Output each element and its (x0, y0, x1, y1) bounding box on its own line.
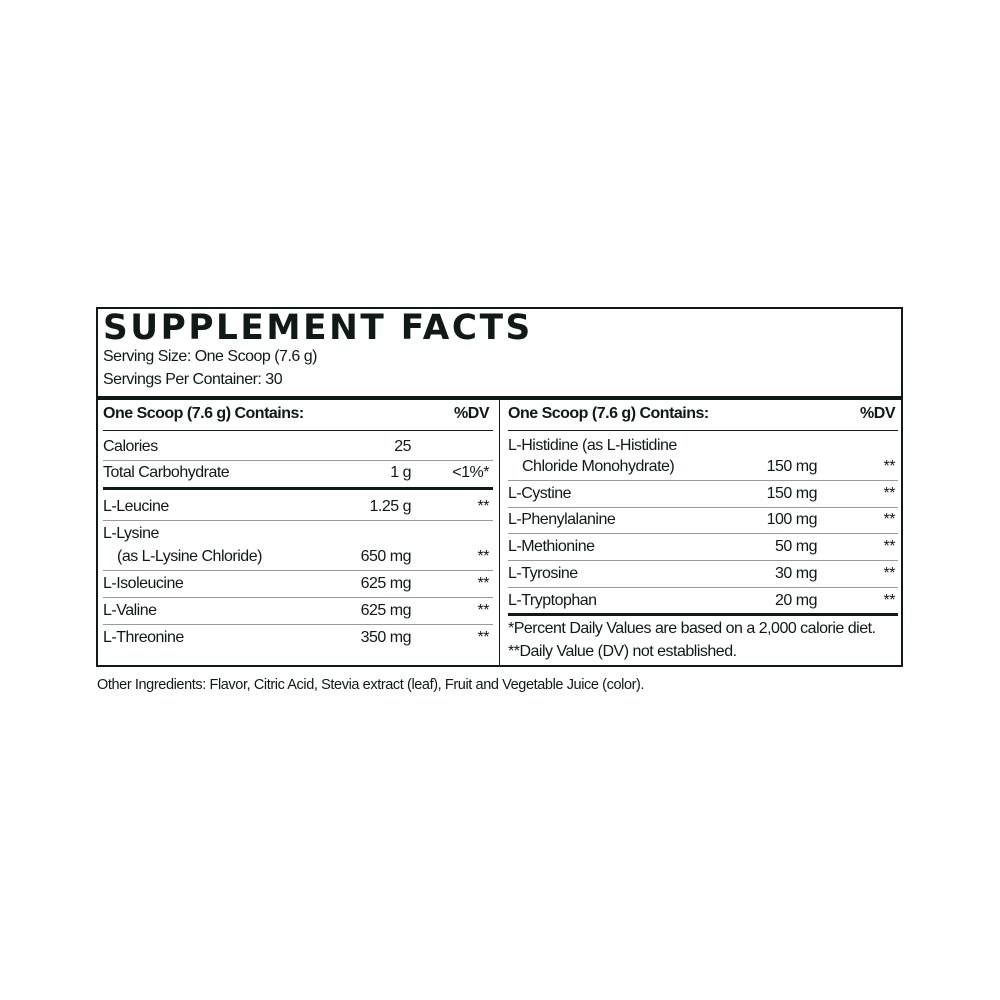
row-name: L-Lysine (103, 525, 159, 542)
row-name: L-Tyrosine (508, 565, 578, 582)
row-amount: 1 g (390, 464, 411, 481)
left-header-dv: %DV (454, 405, 489, 422)
divider (103, 520, 493, 521)
row-name: L-Leucine (103, 498, 169, 515)
row-amount: 150 mg (766, 458, 818, 475)
divider (508, 430, 898, 431)
row-dv: <1%* (452, 464, 489, 481)
panel-title: SUPPLEMENT FACTS (103, 308, 533, 348)
other-ingredients: Other Ingredients: Flavor, Citric Acid, … (97, 677, 645, 693)
serving-size: Serving Size: One Scoop (7.6 g) (103, 348, 317, 365)
row-amount: 50 mg (775, 538, 817, 555)
row-amount: 625 mg (360, 602, 412, 619)
row-amount: 650 mg (360, 548, 412, 565)
row-name-detail: (as L-Lysine Chloride) (117, 548, 262, 565)
divider (103, 460, 493, 461)
row-dv: ** (477, 575, 490, 592)
row-name: L-Methionine (508, 538, 595, 555)
row-amount: 30 mg (775, 565, 817, 582)
thick-divider (103, 487, 493, 490)
row-name-detail: Chloride Monohydrate) (522, 458, 675, 475)
row-name: L-Threonine (103, 629, 184, 646)
row-amount: 20 mg (775, 592, 817, 609)
divider (103, 570, 493, 571)
row-amount: 150 mg (766, 485, 818, 502)
row-dv: ** (883, 458, 896, 475)
row-amount: 1.25 g (369, 498, 412, 515)
divider (508, 587, 898, 588)
divider (103, 597, 493, 598)
column-divider (499, 398, 500, 667)
row-amount: 25 (394, 438, 411, 455)
row-dv: ** (883, 565, 896, 582)
row-name: L-Isoleucine (103, 575, 184, 592)
right-header-dv: %DV (860, 405, 895, 422)
row-name: Calories (103, 438, 158, 455)
row-dv: ** (883, 592, 896, 609)
row-name: L-Valine (103, 602, 157, 619)
row-amount: 625 mg (360, 575, 412, 592)
row-name: L-Tryptophan (508, 592, 597, 609)
row-name: L-Phenylalanine (508, 511, 616, 528)
row-name: L-Cystine (508, 485, 572, 502)
row-dv: ** (477, 629, 490, 646)
divider (508, 533, 898, 534)
row-dv: ** (477, 602, 490, 619)
row-amount: 100 mg (766, 511, 818, 528)
row-dv: ** (883, 485, 896, 502)
right-header-label: One Scoop (7.6 g) Contains: (508, 405, 709, 422)
row-name: L-Histidine (as L-Histidine (508, 437, 677, 454)
divider (103, 624, 493, 625)
row-name: Total Carbohydrate (103, 464, 230, 481)
footnote-percent-dv: *Percent Daily Values are based on a 2,0… (508, 620, 876, 637)
left-header-label: One Scoop (7.6 g) Contains: (103, 405, 304, 422)
row-dv: ** (477, 548, 490, 565)
row-dv: ** (477, 498, 490, 515)
divider (508, 480, 898, 481)
footnote-dv-not-established: **Daily Value (DV) not established. (508, 643, 737, 660)
row-dv: ** (883, 511, 896, 528)
row-amount: 350 mg (360, 629, 412, 646)
divider (508, 560, 898, 561)
divider (103, 430, 493, 431)
servings-per-container: Servings Per Container: 30 (103, 371, 283, 388)
divider (508, 507, 898, 508)
thick-divider (508, 613, 898, 616)
row-dv: ** (883, 538, 896, 555)
